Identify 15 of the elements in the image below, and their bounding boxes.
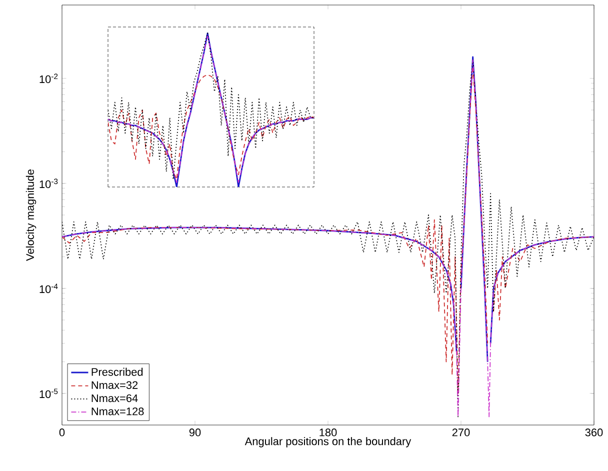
x-tick-label: 90	[189, 428, 201, 436]
x-tick-label: 0	[59, 428, 65, 436]
legend-label: Nmax=32	[92, 381, 138, 389]
y-tick-label: 10$^{-2}$	[40, 74, 58, 84]
y-tick-label: 10$^{-3}$	[40, 178, 58, 188]
x-axis-title: Angular positions on the boundary	[244, 437, 412, 448]
x-tick-label: 270	[452, 428, 470, 436]
legend-label: Prescribed	[92, 368, 143, 376]
legend-label: Nmax=64	[92, 394, 138, 402]
x-tick-label: 360	[585, 428, 603, 436]
x-tick-label: 180	[320, 428, 337, 436]
y-tick-label: 10$^{-4}$	[40, 284, 58, 294]
y-tick-label: 10$^{-5}$	[40, 388, 58, 398]
legend-label: Nmax=128	[92, 407, 144, 416]
y-axis-title: Velocity magnitude	[26, 170, 36, 261]
